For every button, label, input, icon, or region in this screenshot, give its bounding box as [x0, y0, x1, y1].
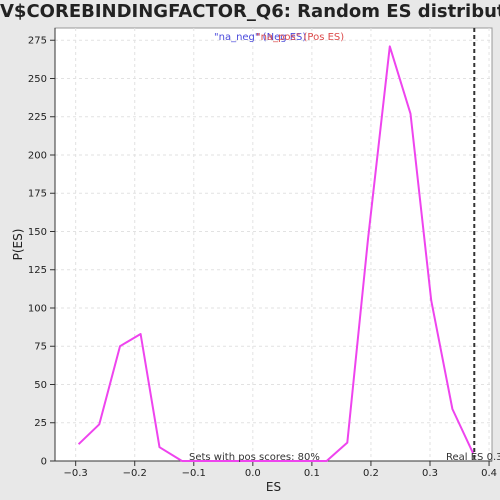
- sets-with-pos-annotation: Sets with pos scores: 80%: [189, 452, 320, 463]
- es-density-line: [77, 45, 475, 462]
- x-tick-label: 0.0: [245, 468, 261, 479]
- y-tick-label: 225: [28, 112, 47, 123]
- y-tick-label: 0: [41, 457, 47, 468]
- y-tick-label: 175: [28, 189, 47, 200]
- x-tick-label: 0.4: [481, 468, 497, 479]
- y-axis-label: P(ES): [11, 229, 25, 261]
- chart-title: V$COREBINDINGFACTOR_Q6: Random ES distri…: [0, 1, 500, 22]
- y-tick-label: 275: [28, 36, 47, 47]
- y-tick-label: 25: [34, 418, 47, 429]
- y-tick-label: 150: [28, 227, 47, 238]
- x-axis-label: ES: [266, 480, 281, 494]
- series-layer: [77, 45, 475, 462]
- x-tick-label: 0.1: [304, 468, 320, 479]
- x-tick-label: −0.3: [64, 468, 88, 479]
- y-tick-label: 75: [34, 342, 47, 353]
- x-tick-label: 0.3: [422, 468, 438, 479]
- y-tick-label: 200: [28, 150, 47, 161]
- y-tick-label: 50: [34, 380, 47, 391]
- plot-area: [54, 27, 493, 462]
- x-tick-label: −0.2: [123, 468, 147, 479]
- y-tick-label: 100: [28, 303, 47, 314]
- x-tick-label: −0.1: [182, 468, 206, 479]
- x-tick-label: 0.2: [363, 468, 379, 479]
- legend-neg-entry: "na_neg" (Neg ES): [214, 32, 306, 43]
- real-es-annotation: Real ES 0.3: [446, 452, 500, 463]
- legend-pos-entry: "na_pos" (Pos ES): [256, 32, 344, 43]
- y-tick-label: 250: [28, 74, 47, 85]
- y-tick-label: 125: [28, 265, 47, 276]
